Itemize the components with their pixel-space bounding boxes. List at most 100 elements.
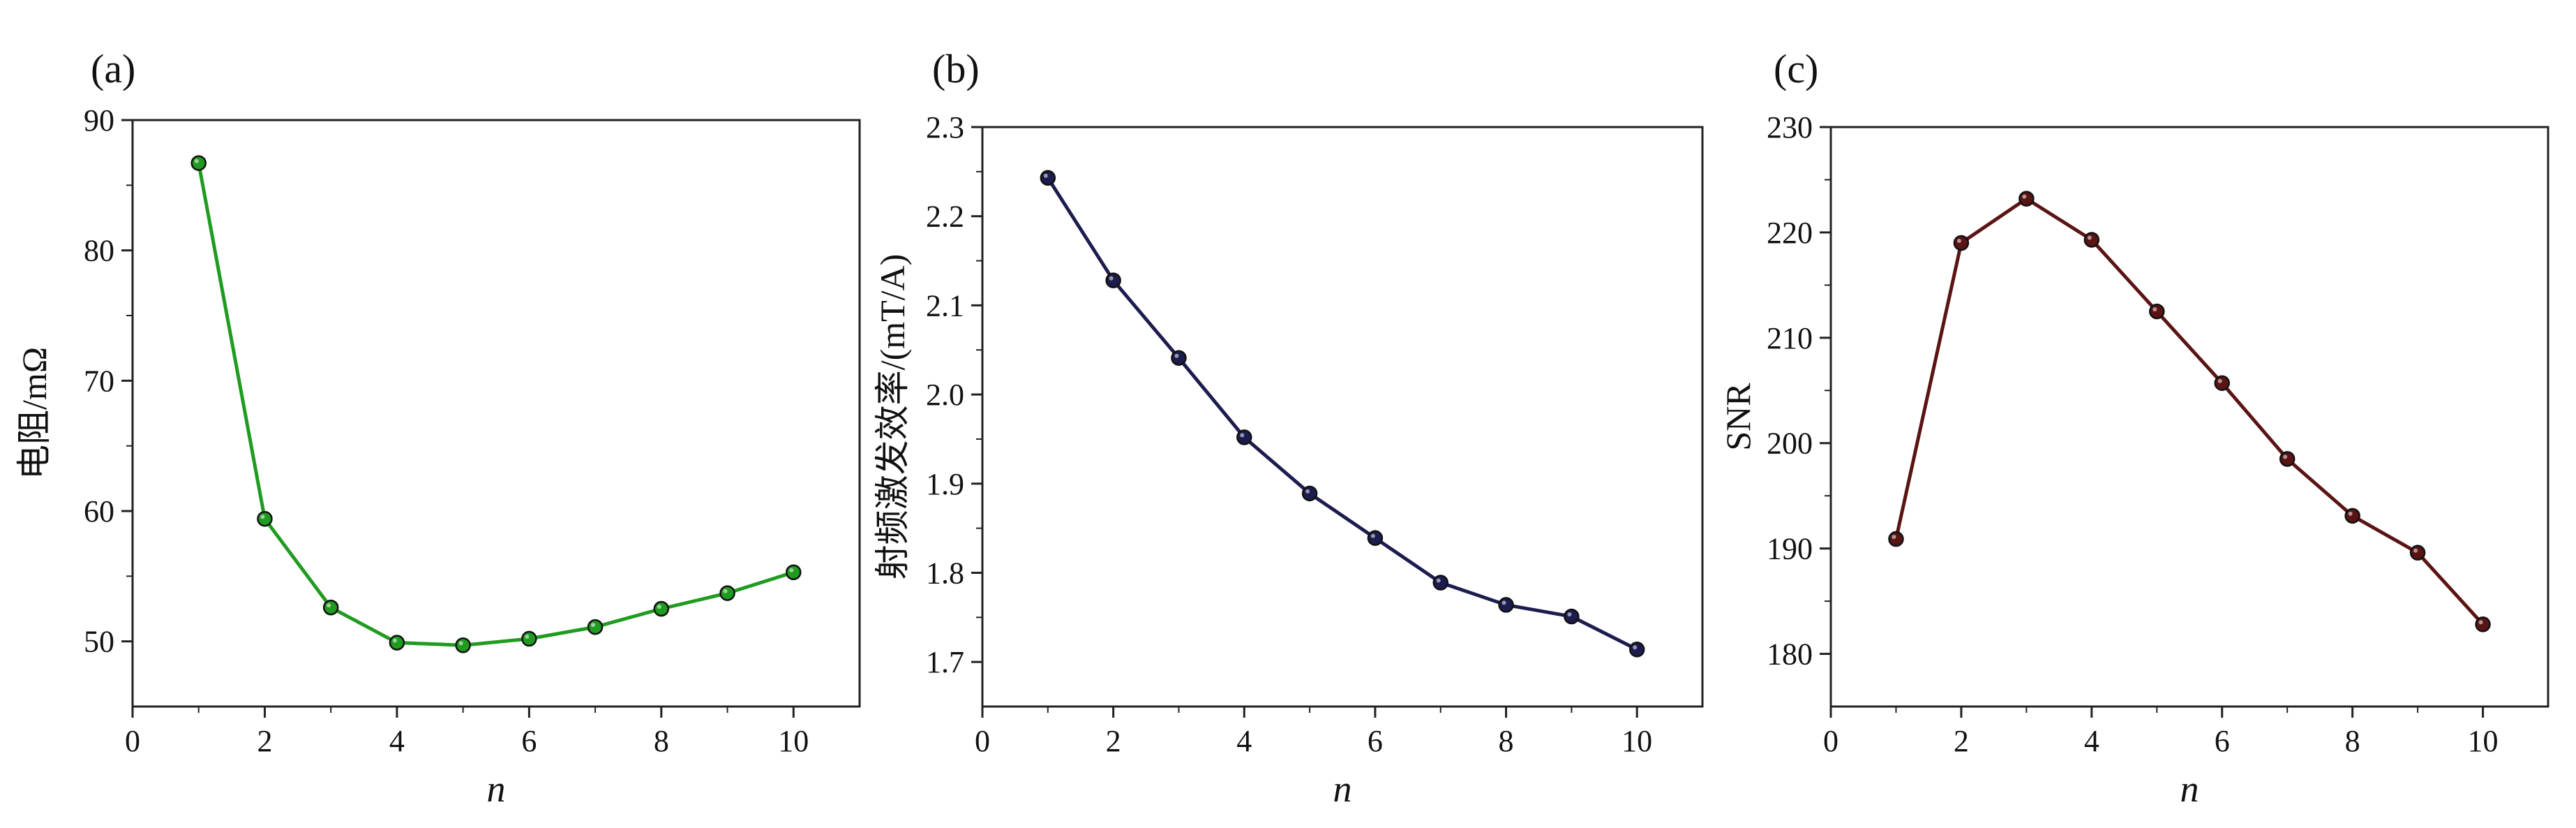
- data-point-highlight: [260, 515, 265, 519]
- data-point: n=5: 49.7: [455, 637, 471, 653]
- panel-label: (c): [1774, 46, 1818, 91]
- data-point: n=5: 212.5: [2149, 303, 2165, 320]
- y-tick-label: 2.1: [926, 288, 964, 323]
- y-tick-label: 90: [84, 103, 114, 138]
- x-tick-label: 4: [389, 724, 405, 758]
- y-tick-label: 210: [1767, 321, 1813, 355]
- data-point: n=8: 193.1: [2344, 508, 2360, 524]
- x-tick-label: 6: [2215, 724, 2230, 758]
- data-point-highlight: [591, 623, 596, 628]
- data-point-highlight: [1502, 600, 1506, 605]
- y-axis-title: 电阻/mΩ: [15, 347, 54, 480]
- x-tick-label: 6: [521, 724, 537, 758]
- data-point: n=4: 1.952: [1236, 429, 1252, 445]
- plot-frame: [981, 126, 1704, 708]
- y-tick-label: 80: [84, 234, 114, 268]
- plot-frame: [131, 119, 861, 708]
- y-tick-label: 60: [84, 494, 114, 528]
- chart-panel-2: (b) 0 2 4 6 8 10 1.7 1.8 1.9 2.0 2.1 2.2 2.3 n 射频激发效率/(…: [873, 46, 1704, 810]
- data-point: n=8: 52.5: [653, 600, 670, 617]
- data-point: n=6: 50.2: [521, 630, 537, 647]
- data-point-highlight: [2478, 620, 2483, 625]
- data-point: n=7: 51.1: [587, 619, 604, 635]
- x-tick-label: 8: [1499, 724, 1514, 758]
- data-point-highlight: [1370, 533, 1375, 538]
- x-tick-label: 2: [1954, 724, 1969, 758]
- data-point: n=10: 55.3: [786, 564, 802, 580]
- data-point-highlight: [2217, 378, 2222, 383]
- y-tick-label: 220: [1767, 216, 1813, 250]
- data-point: n=9: 53.7: [719, 585, 735, 601]
- series-line: [1046, 177, 1638, 651]
- data-point-highlight: [2022, 194, 2027, 199]
- data-point-highlight: [2152, 307, 2157, 312]
- data-point: n=7: 198.5: [2279, 451, 2296, 467]
- x-tick-label: 10: [2468, 724, 2499, 758]
- x-tick-label: 10: [778, 724, 809, 758]
- chart-panel-1: (a) 0 2 4 6 8 10 50 60 70 80 90 n 电阻/mΩ n=1: 86.7 n=2: …: [15, 46, 861, 810]
- data-point-highlight: [2283, 454, 2288, 459]
- data-point-highlight: [1174, 353, 1179, 358]
- x-tick-label: 2: [1106, 724, 1121, 758]
- x-axis-title: n: [2180, 768, 2199, 810]
- data-point: n=8: 1.764: [1498, 597, 1514, 613]
- x-tick-label: 6: [1368, 724, 1383, 758]
- series-line: [197, 163, 795, 647]
- data-point: n=6: 1.839: [1367, 530, 1384, 546]
- series-line: [1894, 197, 2485, 626]
- x-tick-label: 0: [1823, 724, 1839, 758]
- data-point-highlight: [1956, 239, 1961, 243]
- data-point-highlight: [525, 634, 530, 639]
- data-point-highlight: [1892, 535, 1896, 540]
- data-point: n=10: 1.714: [1628, 642, 1645, 658]
- y-tick-label: 70: [84, 364, 114, 398]
- y-axis-title: SNR: [1718, 383, 1758, 451]
- data-point-highlight: [1436, 578, 1441, 583]
- data-point: n=5: 1.889: [1301, 485, 1318, 502]
- data-point-highlight: [1109, 276, 1114, 281]
- x-tick-label: 10: [1622, 724, 1652, 758]
- data-point-highlight: [1633, 645, 1638, 650]
- data-point: n=9: 189.6: [2409, 545, 2426, 561]
- data-point-highlight: [1305, 489, 1310, 494]
- data-point: n=7: 1.789: [1432, 575, 1448, 591]
- data-point: n=1: 190.9: [1888, 531, 1904, 547]
- y-tick-label: 180: [1767, 637, 1813, 672]
- data-point: n=3: 2.041: [1171, 350, 1187, 366]
- x-tick-label: 2: [257, 724, 272, 758]
- x-tick-label: 4: [2084, 724, 2099, 758]
- data-point: n=2: 2.128: [1105, 272, 1121, 288]
- data-point-highlight: [327, 603, 331, 608]
- y-axis-title: 射频激发效率/(mT/A): [873, 254, 912, 580]
- data-point: n=3: 52.6: [322, 599, 339, 616]
- data-point-highlight: [2087, 235, 2092, 240]
- data-point-highlight: [657, 605, 661, 609]
- data-point-highlight: [458, 641, 463, 646]
- x-tick-label: 4: [1236, 724, 1252, 758]
- data-point-highlight: [194, 158, 199, 163]
- data-point-highlight: [723, 589, 728, 593]
- data-point: n=9: 1.751: [1564, 608, 1580, 625]
- y-tick-label: 230: [1767, 110, 1813, 145]
- y-tick-label: 190: [1767, 532, 1813, 566]
- x-axis-title: n: [1333, 768, 1352, 810]
- y-tick-label: 50: [84, 625, 114, 659]
- x-tick-label: 0: [125, 724, 140, 758]
- data-point: n=6: 205.7: [2214, 375, 2230, 391]
- data-point: n=10: 182.8: [2475, 616, 2491, 633]
- y-tick-label: 1.8: [926, 556, 964, 590]
- data-point-highlight: [1567, 612, 1572, 617]
- panel-label: (b): [932, 46, 980, 91]
- y-tick-label: 1.9: [926, 467, 964, 501]
- data-point-highlight: [2413, 548, 2418, 553]
- data-point: n=2: 59.4: [257, 510, 273, 527]
- y-tick-label: 200: [1767, 427, 1813, 461]
- data-point-highlight: [392, 638, 397, 643]
- panel-label: (a): [91, 46, 135, 91]
- y-tick-label: 1.7: [926, 645, 964, 679]
- plot-frame: [1829, 126, 2549, 708]
- chart-panel-3: (c) 0 2 4 6 8 10 180 190 200 210 220 230 n SNR n=1: 190…: [1718, 46, 2549, 810]
- data-point: n=4: 49.9: [389, 635, 405, 651]
- data-point: n=1: 86.7: [190, 155, 207, 171]
